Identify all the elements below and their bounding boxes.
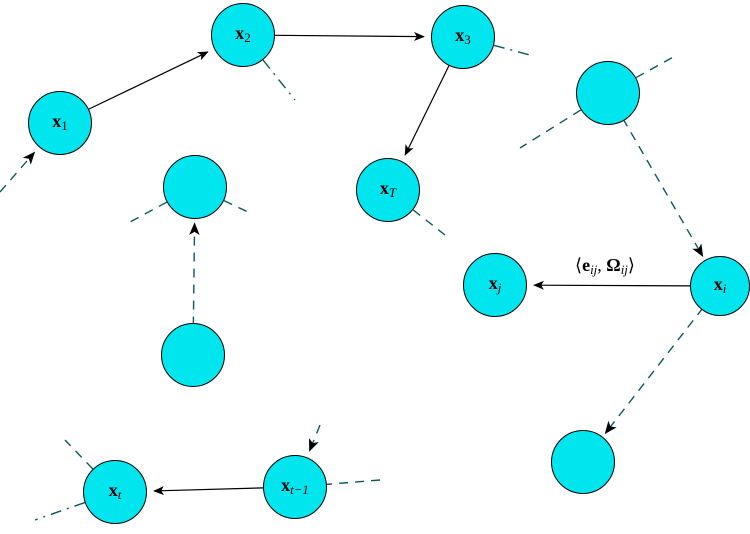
node-b3 bbox=[161, 323, 225, 387]
edge-19 bbox=[327, 480, 380, 484]
node-xtm1: xt−1 bbox=[263, 455, 327, 519]
node-label-xj: xj bbox=[489, 273, 502, 296]
edge-13 bbox=[130, 202, 167, 222]
node-label-xT: xT bbox=[380, 178, 396, 201]
edge-11 bbox=[605, 308, 703, 433]
edge-10 bbox=[623, 118, 703, 256]
node-xt: xt bbox=[83, 460, 147, 524]
edge-3 bbox=[154, 488, 263, 491]
node-label-x2: x2 bbox=[235, 23, 250, 46]
edge-15 bbox=[413, 210, 445, 235]
node-label-x1: x1 bbox=[52, 111, 67, 134]
node-x3: x3 bbox=[431, 5, 495, 69]
node-label-xt: xt bbox=[109, 480, 122, 503]
edge-1 bbox=[275, 35, 424, 36]
graph-canvas: x1 x2 x3 xT xj xi xt xt−1 ⟨eij, Ωij⟩ bbox=[0, 0, 750, 534]
node-label-x3: x3 bbox=[455, 25, 470, 48]
edge-17 bbox=[35, 503, 85, 520]
edge-18 bbox=[310, 425, 320, 451]
node-xT: xT bbox=[356, 158, 420, 222]
node-x2: x2 bbox=[211, 3, 275, 67]
edge-4 bbox=[534, 285, 690, 286]
edge-14 bbox=[193, 223, 194, 325]
node-label-xi: xi bbox=[714, 274, 727, 297]
edge-0 bbox=[89, 52, 208, 109]
node-b2 bbox=[163, 155, 227, 219]
edge-12 bbox=[224, 201, 248, 212]
node-label-xtm1: xt−1 bbox=[281, 475, 309, 498]
edge-6 bbox=[263, 60, 295, 100]
node-b4 bbox=[551, 430, 615, 494]
edge-7 bbox=[494, 45, 530, 55]
edge-5 bbox=[0, 152, 34, 192]
edge-9 bbox=[636, 55, 677, 78]
edge-label-4: ⟨eij, Ωij⟩ bbox=[575, 255, 635, 278]
node-b1 bbox=[576, 61, 640, 125]
node-xi: xi bbox=[690, 256, 750, 316]
node-x1: x1 bbox=[28, 91, 92, 155]
node-xj: xj bbox=[463, 253, 527, 317]
edge-16 bbox=[65, 440, 93, 469]
edge-8 bbox=[520, 110, 581, 148]
edge-2 bbox=[405, 66, 449, 155]
